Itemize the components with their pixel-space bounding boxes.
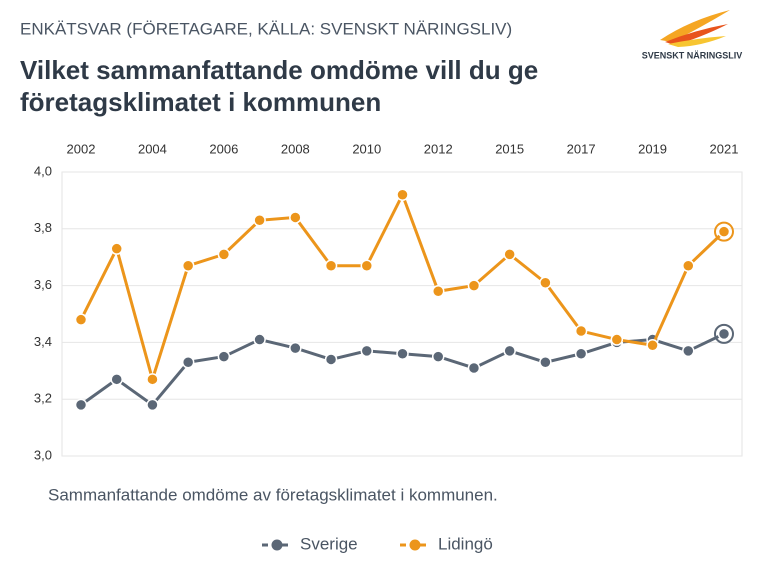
x-tick-label: 2006 <box>209 141 238 156</box>
logo-mark <box>660 10 730 42</box>
last-point-ring <box>714 323 734 344</box>
logo-mark <box>665 24 728 45</box>
point <box>646 338 659 352</box>
y-tick-label: 3,2 <box>34 391 52 406</box>
caption: Sammanfattande omdöme av företagsklimate… <box>48 485 498 504</box>
logo-text: SVENSKT NÄRINGSLIV <box>642 50 743 60</box>
point <box>181 356 195 369</box>
x-tick-label: 2004 <box>138 141 167 156</box>
plot-frame <box>61 171 743 457</box>
y-tick-label: 3,8 <box>34 220 52 235</box>
point <box>396 188 409 201</box>
x-tick-label: 2010 <box>352 141 381 156</box>
point <box>146 373 159 386</box>
point <box>503 344 516 358</box>
point <box>682 259 695 272</box>
logo-mark <box>668 36 726 47</box>
x-tick-label: 2019 <box>638 141 667 156</box>
point <box>467 361 481 375</box>
legend-label: Sverige <box>300 534 358 553</box>
point <box>539 356 552 369</box>
point <box>289 211 302 224</box>
y-tick-label: 3,4 <box>34 334 52 349</box>
point <box>110 242 123 255</box>
point <box>503 248 516 261</box>
point <box>574 347 588 361</box>
point <box>253 333 266 346</box>
point <box>289 341 302 355</box>
point <box>324 259 338 272</box>
point <box>360 259 374 272</box>
y-tick-label: 3,0 <box>34 447 52 462</box>
point <box>217 248 231 261</box>
point <box>253 214 266 227</box>
legend-label: Lidingö <box>438 534 493 553</box>
point <box>110 373 123 386</box>
series-line <box>80 332 725 407</box>
point <box>717 225 731 238</box>
x-tick-label: 2008 <box>281 141 310 156</box>
point <box>181 259 195 272</box>
point <box>467 279 481 292</box>
point <box>396 347 409 361</box>
x-tick-label: 2012 <box>424 141 453 156</box>
point <box>146 398 159 412</box>
logo: SVENSKT NÄRINGSLIV <box>642 10 743 60</box>
point <box>74 313 88 326</box>
legend-marker <box>409 539 421 551</box>
point <box>324 353 338 366</box>
x-tick-label: 2015 <box>495 141 524 156</box>
point <box>717 327 731 341</box>
point <box>431 350 445 363</box>
point <box>682 344 695 358</box>
point <box>610 333 624 346</box>
chart-title: företagsklimatet i kommunen <box>20 87 381 117</box>
last-point-ring <box>714 221 734 242</box>
point <box>539 276 552 290</box>
legend-marker <box>271 539 283 551</box>
point <box>217 350 231 363</box>
x-tick-label: 2002 <box>67 141 96 156</box>
point <box>360 344 374 358</box>
y-tick-label: 4,0 <box>34 163 52 178</box>
point <box>74 398 88 412</box>
chart-title: Vilket sammanfattande omdöme vill du ge <box>20 55 538 85</box>
x-tick-label: 2021 <box>710 141 739 156</box>
header: ENKÄTSVAR (FÖRETAGARE, KÄLLA: SVENSKT NÄ… <box>20 19 512 38</box>
y-tick-label: 3,6 <box>34 277 52 292</box>
point <box>574 324 588 338</box>
point <box>431 285 445 298</box>
x-tick-label: 2017 <box>567 141 596 156</box>
